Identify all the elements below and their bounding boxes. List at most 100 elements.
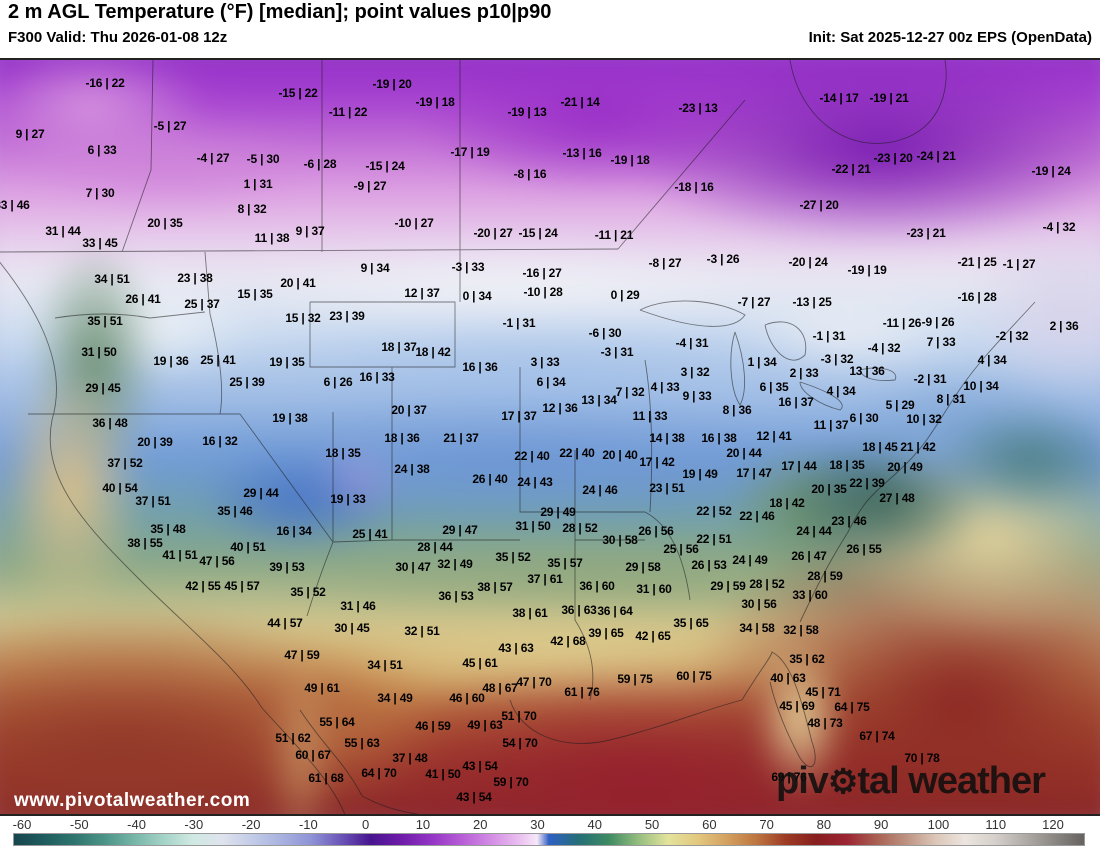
point-label: 5 | 29	[885, 398, 915, 412]
point-label: 43 | 54	[462, 759, 498, 773]
temperature-map: -16 | 22 -15 | 22 -11 | 22 -5 | 27 9 | 27 6 |…	[0, 58, 1100, 816]
point-label: 45 | 71	[805, 685, 841, 699]
point-label: 47 | 56	[199, 554, 235, 568]
point-label: 31 | 46	[340, 599, 376, 613]
point-label: 43 | 63	[498, 641, 534, 655]
point-label: 21 | 42	[900, 440, 936, 454]
point-value-labels: -16 | 22 -15 | 22 -11 | 22 -5 | 27 9 | 27 6 |…	[0, 60, 1100, 814]
point-label: 18 | 42	[415, 345, 451, 359]
point-label: -4 | 27	[196, 151, 230, 165]
point-label: 21 | 37	[443, 431, 479, 445]
point-label: -20 | 24	[788, 255, 828, 269]
tick-label: 120	[1042, 817, 1064, 832]
point-label: 24 | 46	[582, 483, 618, 497]
point-label: 70 | 78	[904, 751, 940, 765]
point-label: 4 | 33	[650, 380, 680, 394]
point-label: 20 | 40	[602, 448, 638, 462]
point-label: -7 | 27	[737, 295, 771, 309]
point-label: 25 | 41	[200, 353, 236, 367]
point-label: 40 | 63	[770, 671, 806, 685]
point-label: 16 | 33	[359, 370, 395, 384]
point-label: 9 | 34	[360, 261, 390, 275]
point-label: 35 | 57	[547, 556, 583, 570]
point-label: 32 | 49	[437, 557, 473, 571]
point-label: 38 | 61	[512, 606, 548, 620]
point-label: 16 | 36	[462, 360, 498, 374]
tick-label: 90	[873, 817, 889, 832]
point-label: 34 | 51	[94, 272, 130, 286]
point-label: 48 | 73	[807, 716, 843, 730]
point-label: -27 | 20	[799, 198, 839, 212]
point-label: 35 | 48	[150, 522, 186, 536]
point-label: 17 | 47	[736, 466, 772, 480]
tick-label: 80	[816, 817, 832, 832]
point-label: 18 | 35	[325, 446, 361, 460]
point-label: -16 | 27	[522, 266, 562, 280]
point-label: 55 | 64	[319, 715, 355, 729]
point-label: 42 | 68	[550, 634, 586, 648]
point-label: 30 | 56	[741, 597, 777, 611]
point-label: -4 | 31	[675, 336, 709, 350]
point-label: -22 | 21	[831, 162, 871, 176]
point-label: 59 | 75	[617, 672, 653, 686]
point-label: 6 | 34	[536, 375, 566, 389]
point-label: 11 | 33	[632, 409, 668, 423]
point-label: 27 | 48	[879, 491, 915, 505]
brand-watermark: piv⚙tal weather	[776, 760, 1046, 803]
point-label: 51 | 62	[275, 731, 311, 745]
point-label: 67 | 74	[859, 729, 895, 743]
point-label: 64 | 75	[834, 700, 870, 714]
point-label: -5 | 27	[153, 119, 187, 133]
point-label: 22 | 51	[696, 532, 732, 546]
point-label: 40 | 54	[102, 481, 138, 495]
point-label: -23 | 13	[678, 101, 718, 115]
point-label: 42 | 65	[635, 629, 671, 643]
point-label: 20 | 49	[887, 460, 923, 474]
point-label: 60 | 75	[676, 669, 712, 683]
point-label: 29 | 59	[710, 579, 746, 593]
point-label: 40 | 51	[230, 540, 266, 554]
tick-label: 10	[415, 817, 431, 832]
point-label: 49 | 61	[304, 681, 340, 695]
point-label: -17 | 19	[450, 145, 490, 159]
point-label: 20 | 35	[811, 482, 847, 496]
point-label: 34 | 58	[739, 621, 775, 635]
point-label: 30 | 45	[334, 621, 370, 635]
point-label: 23 | 39	[329, 309, 365, 323]
point-label: 37 | 48	[392, 751, 428, 765]
point-label: 17 | 37	[501, 409, 537, 423]
point-label: -9 | 26	[921, 315, 955, 329]
point-label: 14 | 38	[649, 431, 685, 445]
point-label: -1 | 31	[502, 316, 536, 330]
point-label: 22 | 39	[849, 476, 885, 490]
point-label: -19 | 24	[1031, 164, 1071, 178]
point-label: 12 | 41	[756, 429, 792, 443]
point-label: 35 | 52	[495, 550, 531, 564]
tick-label: 110	[985, 817, 1007, 832]
point-label: 44 | 57	[267, 616, 303, 630]
point-label: 33 | 46	[0, 198, 30, 212]
tick-label: -30	[184, 817, 204, 832]
point-label: 26 | 41	[125, 292, 161, 306]
point-label: 18 | 45	[862, 440, 898, 454]
tick-label: -20	[241, 817, 261, 832]
tick-label: 60	[702, 817, 717, 832]
point-label: 11 | 37	[813, 418, 849, 432]
point-label: 0 | 29	[610, 288, 640, 302]
point-label: 20 | 44	[726, 446, 762, 460]
point-label: 1 | 34	[747, 355, 777, 369]
point-label: 24 | 44	[796, 524, 832, 538]
state-borders-coastlines	[0, 60, 1036, 814]
brand-right: tal weather	[857, 760, 1046, 802]
point-label: 37 | 51	[135, 494, 171, 508]
point-label: 55 | 63	[344, 736, 380, 750]
point-label: 19 | 38	[272, 411, 308, 425]
point-label: 31 | 50	[515, 519, 551, 533]
tick-label: -50	[69, 817, 89, 832]
point-label: 23 | 46	[831, 514, 867, 528]
point-label: -3 | 26	[706, 252, 740, 266]
point-label: 9 | 33	[682, 389, 712, 403]
point-label: -9 | 27	[353, 179, 387, 193]
point-label: -19 | 19	[847, 263, 887, 277]
